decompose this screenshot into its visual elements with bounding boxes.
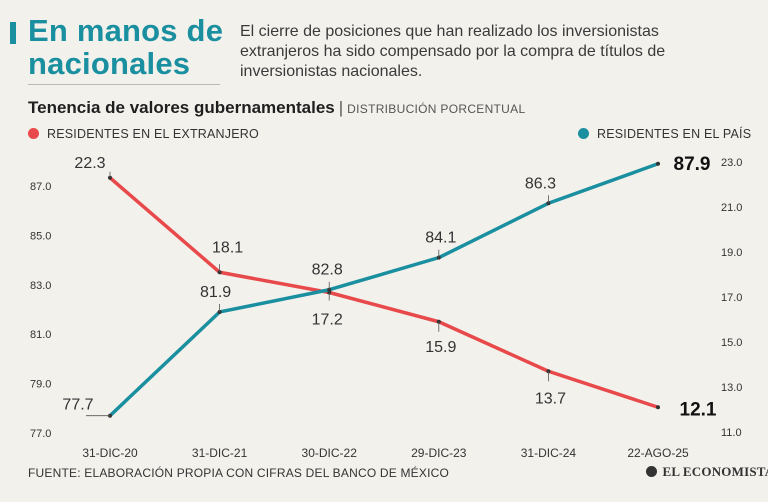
legend-foreign-swatch xyxy=(28,128,39,139)
data-label-foreign: 18.1 xyxy=(212,239,243,256)
data-label-foreign: 15.9 xyxy=(425,339,456,356)
headline-accent-bar xyxy=(10,22,16,44)
left-tick-label: 81.0 xyxy=(30,329,51,341)
title-separator: | xyxy=(338,98,344,117)
legend-foreign-label: RESIDENTES EN EL EXTRANJERO xyxy=(47,127,259,141)
chart-title-row: Tenencia de valores gubernamentales | DIST… xyxy=(28,98,525,118)
x-tick-label: 31-DIC-20 xyxy=(82,446,138,460)
right-tick-label: 13.0 xyxy=(721,382,742,394)
series-line-foreign xyxy=(108,176,660,409)
x-tick-label: 31-DIC-24 xyxy=(521,446,577,460)
data-label-domestic: 86.3 xyxy=(525,175,556,192)
right-tick-label: 11.0 xyxy=(721,427,742,439)
point-foreign xyxy=(656,405,660,410)
data-label-domestic: 84.1 xyxy=(425,230,456,247)
dek-text: El cierre de posiciones que han realizad… xyxy=(240,23,666,80)
chart-subtitle: DISTRIBUCIÓN PORCENTUAL xyxy=(347,102,526,116)
series-line-domestic xyxy=(108,162,660,418)
legend-foreign: RESIDENTES EN EL EXTRANJERO xyxy=(28,127,259,141)
right-tick-label: 17.0 xyxy=(721,292,742,304)
legend-domestic-label: RESIDENTES EN EL PAÍS xyxy=(597,127,752,141)
data-label-foreign: 13.7 xyxy=(535,390,566,407)
left-tick-label: 83.0 xyxy=(30,280,51,292)
left-tick-label: 87.0 xyxy=(30,181,51,193)
legend-domestic: RESIDENTES EN EL PAÍS xyxy=(578,127,751,141)
data-labels: 22.3 18.1 17.2 15.9 13.7 12.1 77.7 81.9 82.8 84.1… xyxy=(62,154,716,420)
x-tick-label: 22-AGO-25 xyxy=(627,446,689,460)
x-axis: 31-DIC-20 31-DIC-21 30-DIC-22 29-DIC-23 31-D… xyxy=(82,446,689,460)
x-tick-label: 30-DIC-22 xyxy=(302,446,358,460)
data-label-foreign: 22.3 xyxy=(74,155,105,172)
left-axis: 87.0 85.0 83.0 81.0 79.0 77.0 xyxy=(30,181,51,440)
headline: En manos de nacionales xyxy=(28,13,224,81)
series-lines xyxy=(108,161,660,418)
data-label-domestic: 87.9 xyxy=(674,154,711,175)
right-tick-label: 19.0 xyxy=(721,247,742,259)
x-tick-label: 31-DIC-21 xyxy=(192,446,248,460)
brand-icon xyxy=(646,466,657,477)
legend-domestic-swatch xyxy=(578,128,589,139)
brand-logo: EL ECONOMISTA xyxy=(646,464,768,480)
right-tick-label: 15.0 xyxy=(721,337,742,349)
data-label-domestic: 77.7 xyxy=(62,397,93,414)
brand-name: EL ECONOMISTA xyxy=(662,464,768,479)
left-tick-label: 77.0 xyxy=(30,428,51,440)
chart-title: Tenencia de valores gubernamentales xyxy=(28,98,335,117)
source-note: FUENTE: ELABORACIÓN PROPIA CON CIFRAS DE… xyxy=(28,466,450,480)
data-label-domestic: 82.8 xyxy=(312,262,343,279)
right-tick-label: 23.0 xyxy=(721,157,742,169)
x-tick-label: 29-DIC-23 xyxy=(411,446,467,460)
data-label-domestic: 81.9 xyxy=(200,284,231,301)
headline-divider xyxy=(28,84,220,85)
data-label-foreign: 17.2 xyxy=(312,312,343,329)
data-label-foreign: 12.1 xyxy=(680,399,717,420)
right-tick-label: 21.0 xyxy=(721,202,742,214)
left-tick-label: 79.0 xyxy=(30,379,51,391)
point-domestic xyxy=(656,161,660,166)
left-tick-label: 85.0 xyxy=(30,230,51,242)
right-axis: 23.0 21.0 19.0 17.0 15.0 13.0 11.0 xyxy=(721,157,742,439)
